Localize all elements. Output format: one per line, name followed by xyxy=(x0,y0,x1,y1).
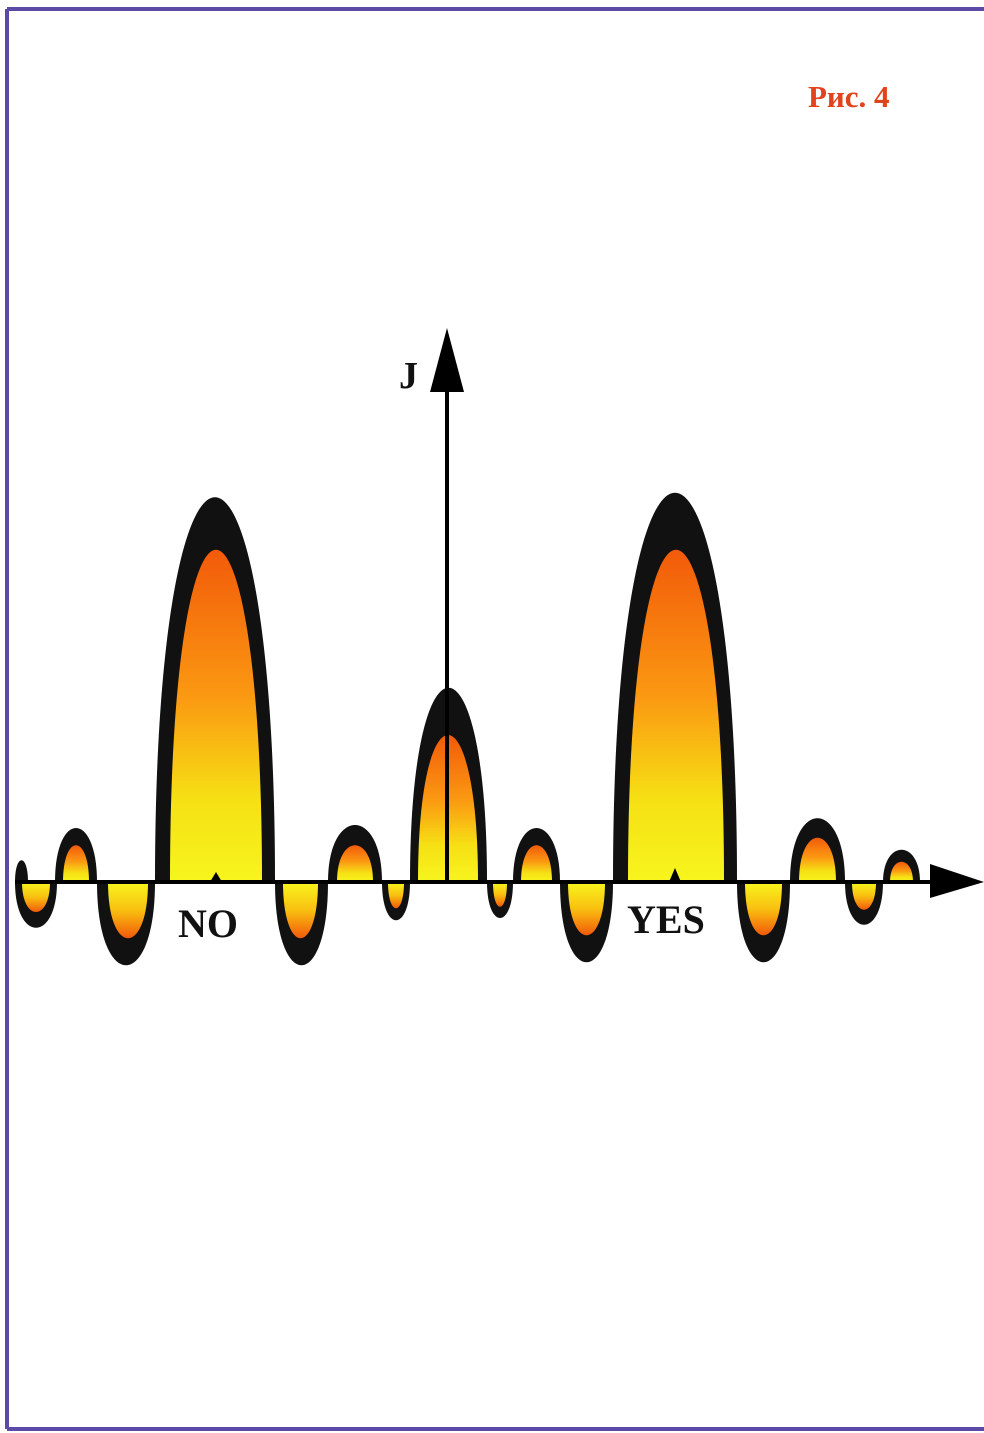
frame xyxy=(5,7,984,1431)
peak-label: YES xyxy=(627,897,705,942)
axis-label: J xyxy=(399,355,418,397)
peak-label: NO xyxy=(178,901,238,946)
figure-label: Рис. 4 xyxy=(808,79,890,114)
lower-lobes xyxy=(15,882,883,966)
axes xyxy=(15,328,984,898)
upper-lobes xyxy=(15,492,920,882)
